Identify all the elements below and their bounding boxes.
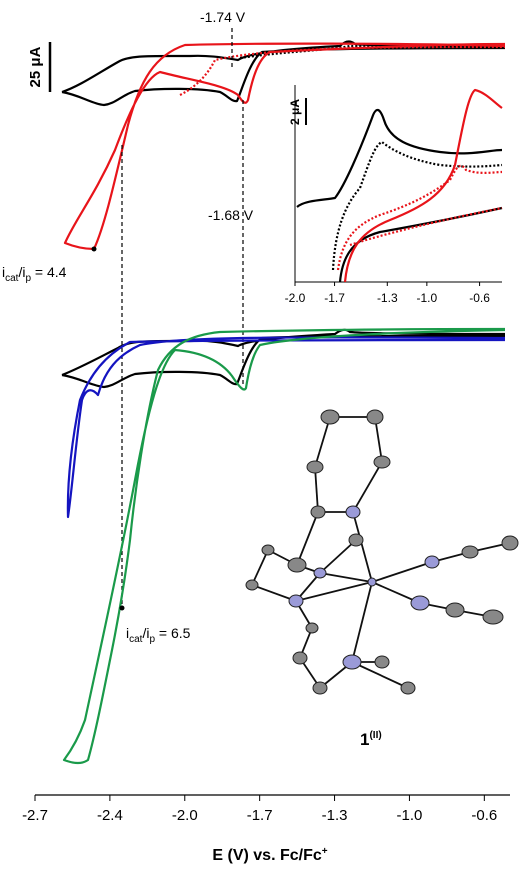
x-tick-label: -1.0 <box>397 807 423 824</box>
text: E (V) vs. Fc/Fc <box>212 847 321 864</box>
annotation: icat/ip = 6.5 <box>126 625 191 645</box>
text: (II) <box>369 730 381 741</box>
x-tick-label: -1.7 <box>324 291 345 305</box>
inset-red <box>345 90 502 282</box>
point <box>120 606 125 611</box>
inset-red-dotted <box>350 208 502 245</box>
cv-red-dotted <box>180 47 505 95</box>
inset-red-dotted <box>338 166 502 270</box>
x-tick-label: -0.6 <box>471 807 497 824</box>
text: = 6.5 <box>155 625 191 641</box>
x-tick-label: -2.0 <box>285 291 306 305</box>
cv-red <box>65 44 505 249</box>
compound-label: 1(II) <box>360 730 382 749</box>
x-tick-label: -1.3 <box>377 291 398 305</box>
scale-label: 25 μA <box>27 46 44 87</box>
x-axis-label: E (V) vs. Fc/Fc+ <box>212 846 327 864</box>
text: cat <box>129 634 143 645</box>
cv-green <box>64 329 505 763</box>
text: = 4.4 <box>31 264 67 280</box>
text: + <box>322 846 328 857</box>
text: /i <box>142 625 149 641</box>
x-tick-label: -2.0 <box>172 807 198 824</box>
x-tick-label: -0.6 <box>469 291 490 305</box>
text: /i <box>18 264 25 280</box>
figure: 25 μA 2 μA -1.74 V -1.68 V icat/ip = 4.4… <box>0 0 519 869</box>
x-tick-label: -2.4 <box>97 807 123 824</box>
annotation: -1.74 V <box>200 9 246 25</box>
annotation: icat/ip = 4.4 <box>2 264 67 284</box>
text: 1 <box>360 730 369 749</box>
molecule <box>246 410 518 694</box>
x-tick-label: -1.3 <box>322 807 348 824</box>
point <box>92 247 97 252</box>
x-tick-label: -2.7 <box>22 807 48 824</box>
x-tick-label: -1.7 <box>247 807 273 824</box>
text: cat <box>5 273 19 284</box>
annotation: -1.68 V <box>208 207 254 223</box>
inset-black-lower <box>340 208 502 282</box>
inset-black <box>297 110 502 207</box>
x-tick-label: -1.0 <box>417 291 438 305</box>
